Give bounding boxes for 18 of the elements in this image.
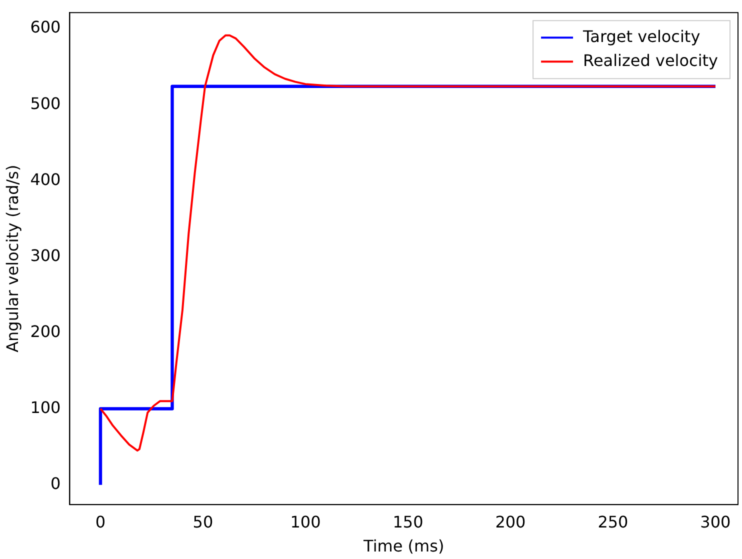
x-axis-title: Time (ms) <box>362 536 444 556</box>
x-tick-label: 150 <box>392 512 424 532</box>
x-tick-label: 200 <box>495 512 526 532</box>
x-tick-label: 100 <box>290 512 321 532</box>
y-tick-label: 400 <box>30 170 61 189</box>
y-tick-label: 100 <box>30 398 61 417</box>
y-tick-label: 0 <box>50 474 61 493</box>
x-tick-label: 250 <box>598 512 628 532</box>
y-tick-label: 600 <box>30 18 61 37</box>
legend-label: Realized velocity <box>583 50 718 70</box>
legend-label: Target velocity <box>582 26 700 46</box>
y-tick-label: 300 <box>30 246 61 265</box>
x-tick-label: 50 <box>192 512 214 532</box>
y-axis-title: Angular velocity (rad/s) <box>2 164 22 352</box>
x-tick-label: 300 <box>700 512 731 532</box>
y-tick-label: 200 <box>30 322 61 341</box>
x-tick-label: 0 <box>95 512 106 532</box>
y-tick-label: 500 <box>30 94 61 113</box>
